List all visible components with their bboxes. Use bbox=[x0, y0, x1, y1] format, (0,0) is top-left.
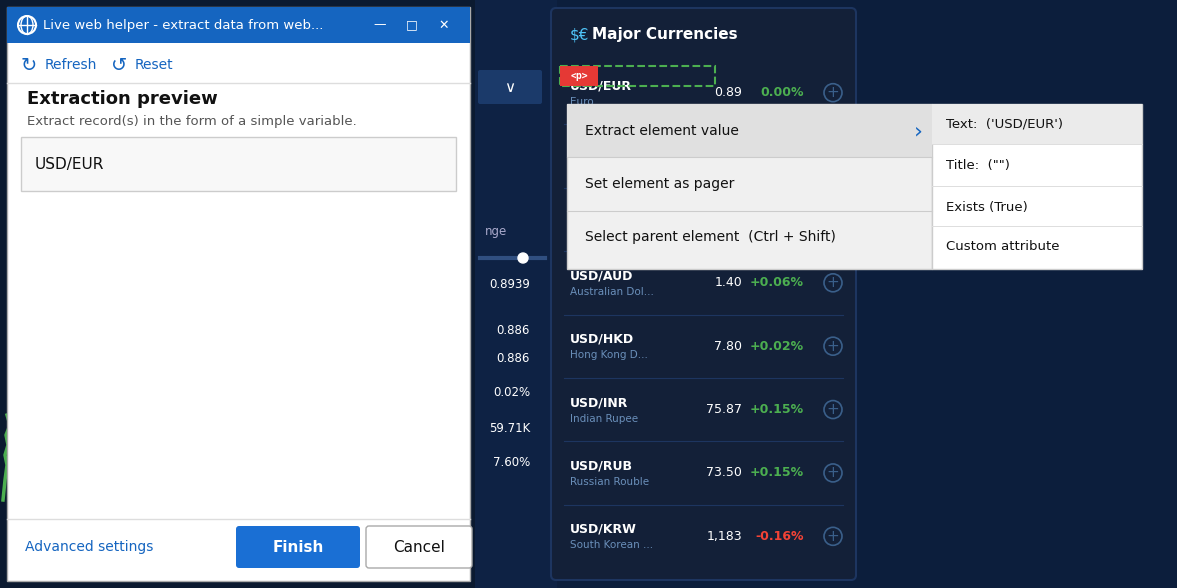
Text: Set element as pager: Set element as pager bbox=[585, 177, 734, 191]
Text: Text:  ('USD/EUR'): Text: ('USD/EUR') bbox=[946, 118, 1063, 131]
Text: +0.06%: +0.06% bbox=[750, 276, 804, 289]
Text: USD/EUR: USD/EUR bbox=[35, 156, 105, 172]
Text: ↻: ↻ bbox=[21, 55, 38, 75]
FancyBboxPatch shape bbox=[478, 70, 541, 104]
Text: Indian Rupee: Indian Rupee bbox=[570, 413, 638, 423]
Text: Australian Dol...: Australian Dol... bbox=[570, 287, 654, 297]
Text: 1,183: 1,183 bbox=[706, 530, 742, 543]
Text: $€: $€ bbox=[570, 28, 590, 42]
FancyBboxPatch shape bbox=[551, 8, 856, 580]
Text: Chinese Yuan ...: Chinese Yuan ... bbox=[570, 223, 653, 233]
Text: +: + bbox=[826, 402, 839, 417]
Text: Major Currencies: Major Currencies bbox=[592, 28, 738, 42]
Text: Advanced settings: Advanced settings bbox=[25, 540, 153, 554]
Text: USD/HKD: USD/HKD bbox=[570, 333, 634, 346]
FancyBboxPatch shape bbox=[21, 137, 455, 191]
FancyBboxPatch shape bbox=[567, 104, 932, 269]
FancyBboxPatch shape bbox=[932, 104, 1142, 144]
Text: 7.60%: 7.60% bbox=[493, 456, 530, 469]
Text: +0.15%: +0.15% bbox=[750, 466, 804, 479]
Text: Refresh: Refresh bbox=[45, 58, 98, 72]
Text: □: □ bbox=[406, 18, 418, 32]
Text: 0.886: 0.886 bbox=[497, 352, 530, 365]
Text: 0.89: 0.89 bbox=[714, 86, 742, 99]
FancyBboxPatch shape bbox=[476, 0, 557, 588]
Text: Custom attribute: Custom attribute bbox=[946, 240, 1059, 253]
FancyBboxPatch shape bbox=[7, 7, 470, 43]
FancyBboxPatch shape bbox=[366, 526, 472, 568]
Text: +: + bbox=[826, 466, 839, 480]
Text: 59.71K: 59.71K bbox=[488, 422, 530, 435]
FancyBboxPatch shape bbox=[567, 104, 932, 157]
Text: +: + bbox=[826, 212, 839, 227]
Text: USD/RUB: USD/RUB bbox=[570, 459, 633, 472]
Text: Finish: Finish bbox=[272, 540, 324, 554]
Text: 0.02%: 0.02% bbox=[493, 386, 530, 399]
Text: Hong Kong D...: Hong Kong D... bbox=[570, 350, 647, 360]
Text: Russian Rouble: Russian Rouble bbox=[570, 477, 650, 487]
Text: Reset: Reset bbox=[135, 58, 174, 72]
Text: Extract element value: Extract element value bbox=[585, 124, 739, 138]
Text: +0.15%: +0.15% bbox=[750, 403, 804, 416]
Text: USD/KRW: USD/KRW bbox=[570, 523, 637, 536]
Text: South Korean ...: South Korean ... bbox=[570, 540, 653, 550]
Text: Title:  (""): Title: ("") bbox=[946, 159, 1010, 172]
Text: nge: nge bbox=[485, 226, 507, 239]
Text: USD/INR: USD/INR bbox=[570, 396, 629, 409]
Text: 0.00%: 0.00% bbox=[760, 86, 804, 99]
Text: 73.50: 73.50 bbox=[706, 466, 742, 479]
Text: Euro: Euro bbox=[570, 96, 593, 106]
FancyBboxPatch shape bbox=[932, 104, 1142, 269]
Text: Select parent element  (Ctrl + Shift): Select parent element (Ctrl + Shift) bbox=[585, 230, 836, 244]
Text: ∨: ∨ bbox=[505, 79, 516, 95]
Text: Cancel: Cancel bbox=[393, 540, 445, 554]
Text: Canadian Dollar: Canadian Dollar bbox=[570, 160, 653, 170]
FancyBboxPatch shape bbox=[0, 0, 476, 588]
Text: ✕: ✕ bbox=[439, 18, 450, 32]
Text: +0.02%: +0.02% bbox=[750, 340, 804, 353]
Text: +: + bbox=[826, 529, 839, 544]
Circle shape bbox=[518, 253, 528, 263]
Text: +: + bbox=[826, 149, 839, 163]
Text: 1.40: 1.40 bbox=[714, 276, 742, 289]
Text: 7.80: 7.80 bbox=[714, 340, 742, 353]
Text: USD/CAD: USD/CAD bbox=[570, 142, 633, 156]
Text: 6.36: 6.36 bbox=[714, 213, 742, 226]
Text: —: — bbox=[374, 18, 386, 32]
Text: ↺: ↺ bbox=[111, 55, 127, 75]
Text: Extract record(s) in the form of a simple variable.: Extract record(s) in the form of a simpl… bbox=[27, 115, 357, 128]
Text: ›: › bbox=[913, 121, 923, 141]
FancyBboxPatch shape bbox=[560, 66, 598, 86]
Text: USD/AUD: USD/AUD bbox=[570, 269, 633, 282]
Text: +: + bbox=[826, 339, 839, 354]
Text: USD/CNY: USD/CNY bbox=[570, 206, 632, 219]
Text: -0.16%: -0.16% bbox=[756, 530, 804, 543]
Text: Exists (True): Exists (True) bbox=[946, 201, 1028, 213]
FancyBboxPatch shape bbox=[237, 526, 360, 568]
Text: +0.03%: +0.03% bbox=[750, 149, 804, 162]
Text: -0.01%: -0.01% bbox=[756, 213, 804, 226]
Text: 0.886: 0.886 bbox=[497, 323, 530, 336]
Text: +: + bbox=[826, 275, 839, 290]
Text: 1.28: 1.28 bbox=[714, 149, 742, 162]
FancyBboxPatch shape bbox=[7, 7, 470, 581]
Text: 0.8939: 0.8939 bbox=[490, 278, 530, 290]
Text: Extraction preview: Extraction preview bbox=[27, 90, 218, 108]
Text: <p>: <p> bbox=[570, 71, 587, 81]
Text: +: + bbox=[826, 85, 839, 100]
Text: 75.87: 75.87 bbox=[706, 403, 742, 416]
Text: USD/EUR: USD/EUR bbox=[570, 79, 632, 92]
Text: Live web helper - extract data from web...: Live web helper - extract data from web.… bbox=[44, 18, 324, 32]
